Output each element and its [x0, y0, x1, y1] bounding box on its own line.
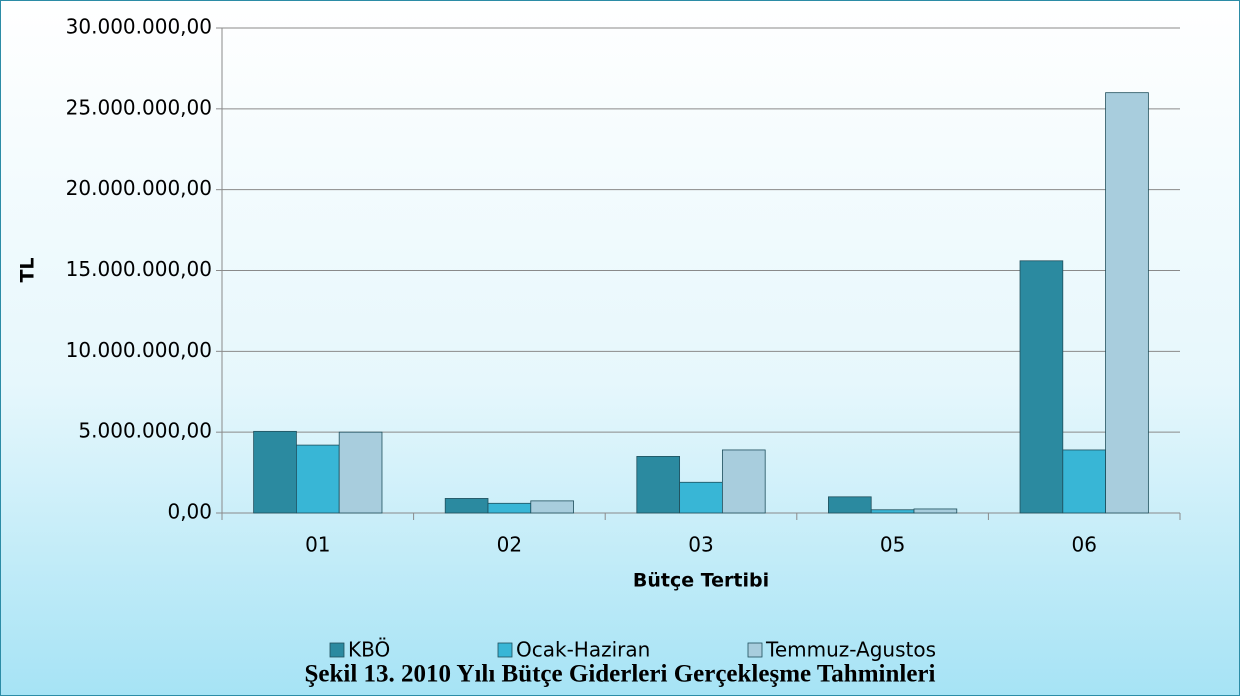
legend-marker — [747, 642, 763, 658]
x-tick-label: 05 — [880, 533, 905, 557]
bar — [913, 508, 958, 514]
x-tick-label: 02 — [497, 533, 522, 557]
bar — [296, 444, 340, 514]
legend-label: Ocak-Haziran — [516, 638, 650, 662]
bar — [338, 431, 383, 514]
bar — [253, 430, 297, 514]
legend-label: KBÖ — [348, 638, 390, 662]
bar — [487, 502, 532, 514]
legend-marker — [329, 642, 345, 658]
y-tick-label: 20.000.000,00 — [66, 176, 212, 200]
x-tick-label: 03 — [688, 533, 713, 557]
y-tick-label: 10.000.000,00 — [66, 338, 212, 362]
y-axis-title: TL — [17, 257, 39, 282]
bar — [1019, 260, 1064, 514]
bar — [679, 481, 723, 514]
bar — [1062, 449, 1106, 514]
x-tick-label: 01 — [305, 533, 330, 557]
bar — [870, 509, 915, 514]
x-tick-label: 06 — [1071, 533, 1096, 557]
bar — [530, 500, 574, 514]
y-tick-label: 15.000.000,00 — [66, 257, 212, 281]
bar — [1105, 92, 1149, 514]
bar — [721, 449, 766, 514]
x-axis-title: Bütçe Tertibi — [633, 570, 769, 592]
bar — [828, 496, 872, 514]
y-tick-label: 30.000.000,00 — [66, 15, 212, 39]
caption: Şekil 13. 2010 Yılı Bütçe Giderleri Gerç… — [305, 661, 936, 688]
legend-marker — [497, 642, 513, 658]
legend-label: Temmuz-Agustos — [765, 638, 936, 662]
y-tick-label: 25.000.000,00 — [66, 95, 212, 119]
y-tick-label: 0,00 — [167, 500, 212, 524]
bar — [636, 456, 681, 514]
bar — [444, 498, 489, 514]
y-tick-label: 5.000.000,00 — [78, 419, 212, 443]
